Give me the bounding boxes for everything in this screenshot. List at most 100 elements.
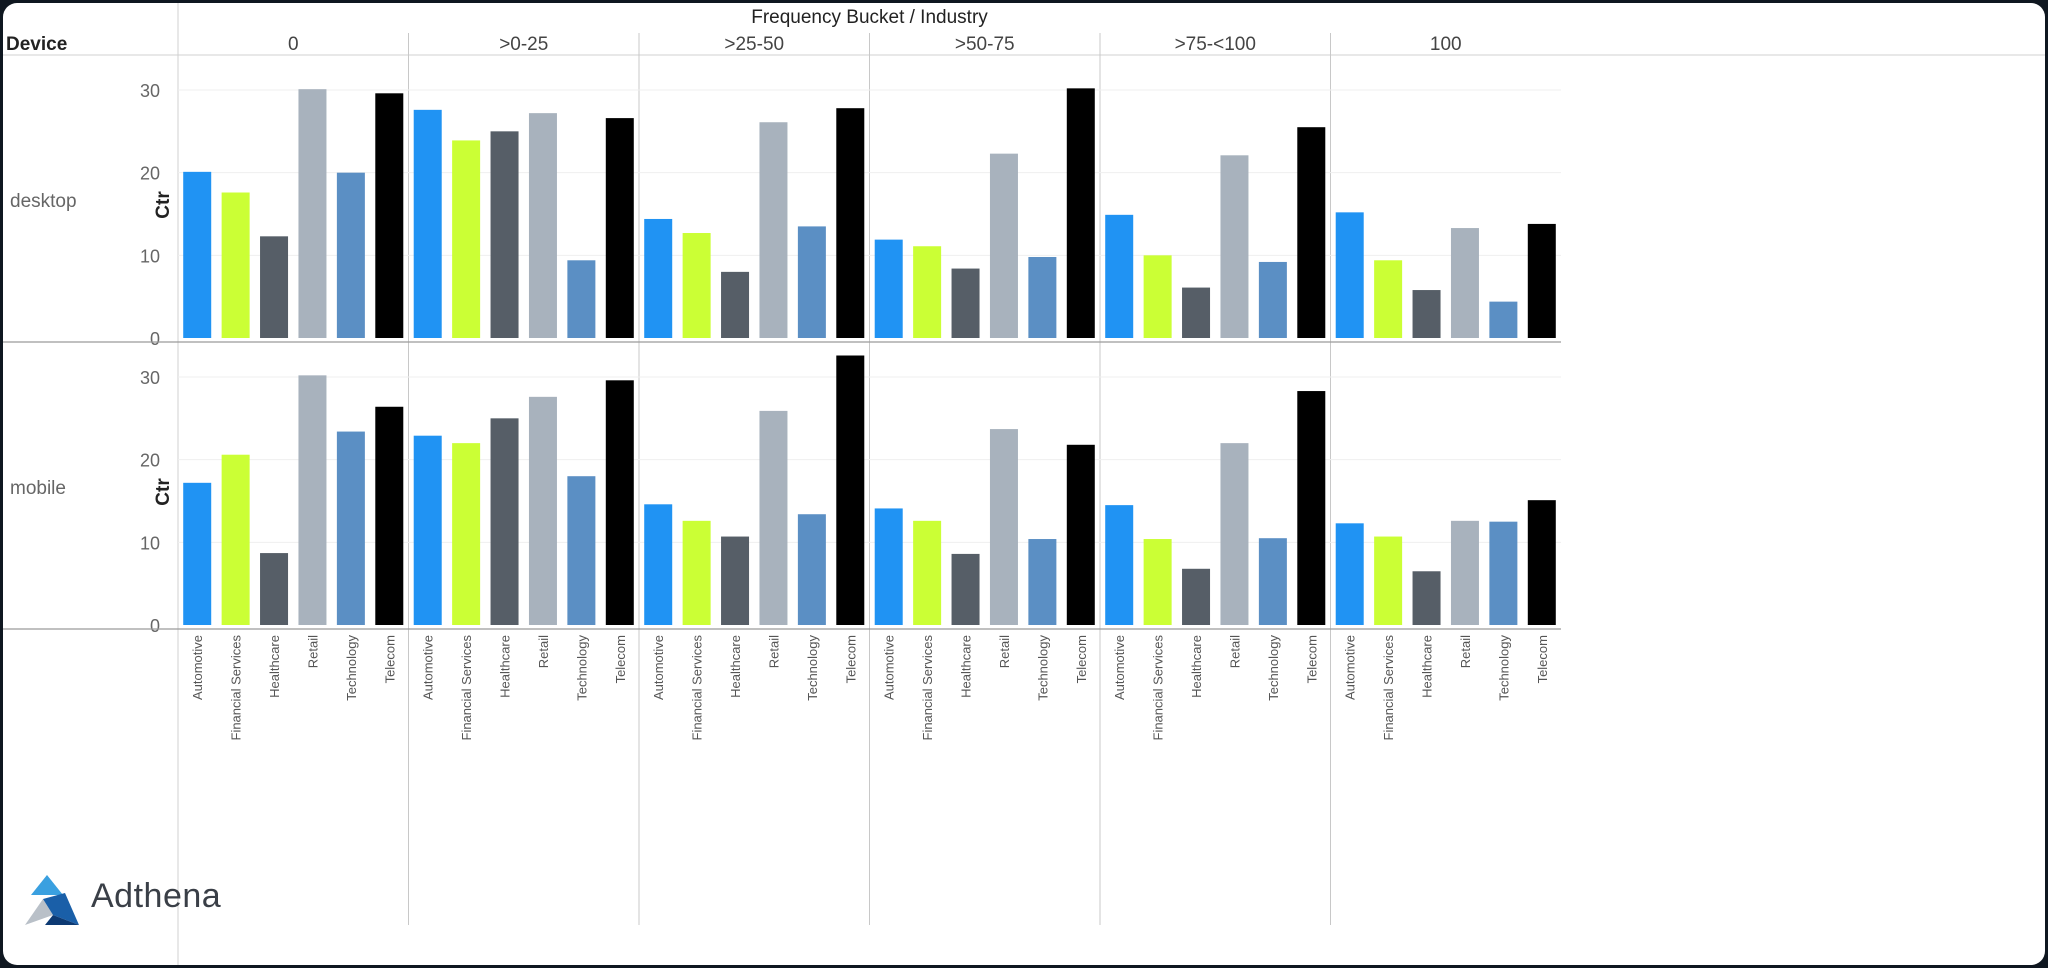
bucket-header-25-50: >25-50 bbox=[724, 34, 784, 55]
y-tick-label: 20 bbox=[140, 164, 160, 184]
bar-mobile-50-75-telecom bbox=[1066, 444, 1095, 625]
category-label-50-75-healthcare: Healthcare bbox=[959, 635, 974, 698]
category-label-75-100-technology: Technology bbox=[1266, 635, 1281, 701]
bucket-header-100: 100 bbox=[1430, 34, 1462, 55]
bar-mobile-0-financial-services bbox=[221, 454, 250, 625]
category-label-75-100-telecom: Telecom bbox=[1304, 635, 1319, 683]
category-label-75-100-healthcare: Healthcare bbox=[1189, 635, 1204, 698]
bar-mobile-50-75-healthcare bbox=[951, 553, 980, 625]
bar-mobile-100-technology bbox=[1489, 521, 1518, 625]
bar-desktop-25-50-technology bbox=[797, 226, 826, 338]
category-label-100-healthcare: Healthcare bbox=[1420, 635, 1435, 698]
bar-desktop-50-75-technology bbox=[1028, 256, 1057, 338]
category-label-100-retail: Retail bbox=[1458, 635, 1473, 668]
bar-mobile-25-50-healthcare bbox=[721, 536, 750, 625]
bar-mobile-100-automotive bbox=[1335, 523, 1364, 625]
bar-mobile-0-25-financial-services bbox=[452, 443, 481, 625]
brand-logo: Adthena bbox=[23, 871, 223, 931]
bucket-header-0: 0 bbox=[288, 34, 299, 55]
category-label-100-telecom: Telecom bbox=[1535, 635, 1550, 683]
bucket-header-50-75: >50-75 bbox=[955, 34, 1015, 55]
bar-desktop-100-technology bbox=[1489, 301, 1518, 338]
bar-mobile-25-50-financial-services bbox=[682, 520, 711, 625]
category-label-0-technology: Technology bbox=[344, 635, 359, 701]
bar-mobile-0-25-automotive bbox=[413, 435, 442, 625]
column-header-title: Frequency Bucket / Industry bbox=[751, 7, 988, 28]
category-label-0-telecom: Telecom bbox=[382, 635, 397, 683]
bar-chart-grid: Frequency Bucket / Industry Device 0 >0-25 >… bbox=[3, 3, 2045, 965]
row-header-title: Device bbox=[6, 34, 67, 55]
y-tick-label: 10 bbox=[140, 533, 160, 553]
category-label-25-50-telecom: Telecom bbox=[843, 635, 858, 683]
category-label-50-75-telecom: Telecom bbox=[1074, 635, 1089, 683]
category-label-0-25-automotive: Automotive bbox=[421, 635, 436, 700]
y-tick-label: 10 bbox=[140, 246, 160, 266]
category-label-25-50-technology: Technology bbox=[805, 635, 820, 701]
bar-desktop-0-retail bbox=[298, 89, 327, 338]
category-label-0-25-healthcare: Healthcare bbox=[498, 635, 513, 698]
category-label-0-retail: Retail bbox=[305, 635, 320, 668]
bar-desktop-75-100-telecom bbox=[1297, 127, 1326, 338]
bar-desktop-0-25-healthcare bbox=[490, 131, 519, 338]
bar-mobile-25-50-telecom bbox=[836, 355, 865, 625]
category-label-0-automotive: Automotive bbox=[190, 635, 205, 700]
bar-desktop-100-healthcare bbox=[1412, 290, 1441, 338]
bar-desktop-25-50-financial-services bbox=[682, 233, 711, 338]
bar-desktop-0-telecom bbox=[375, 93, 404, 338]
logo-text: Adthena bbox=[91, 877, 222, 915]
bar-mobile-50-75-automotive bbox=[874, 508, 903, 625]
bar-desktop-0-25-telecom bbox=[605, 118, 634, 339]
category-label-50-75-automotive: Automotive bbox=[882, 635, 897, 700]
y-axis-label: Ctr bbox=[153, 191, 174, 219]
bar-mobile-100-telecom bbox=[1527, 500, 1556, 625]
bar-mobile-50-75-technology bbox=[1028, 539, 1057, 625]
category-label-25-50-healthcare: Healthcare bbox=[728, 635, 743, 698]
bar-desktop-0-25-automotive bbox=[413, 109, 442, 338]
bar-desktop-75-100-automotive bbox=[1105, 214, 1134, 338]
y-axis-label: Ctr bbox=[153, 478, 174, 506]
bar-mobile-50-75-retail bbox=[989, 429, 1018, 625]
bar-desktop-100-financial-services bbox=[1374, 260, 1403, 338]
category-label-75-100-automotive: Automotive bbox=[1112, 635, 1127, 700]
y-tick-label: 30 bbox=[140, 81, 160, 101]
bar-desktop-50-75-retail bbox=[989, 153, 1018, 338]
bar-mobile-100-financial-services bbox=[1374, 536, 1403, 625]
bar-mobile-0-technology bbox=[336, 431, 365, 625]
bucket-header-75-100: >75-<100 bbox=[1175, 34, 1256, 55]
bar-mobile-75-100-retail bbox=[1220, 443, 1249, 625]
category-label-50-75-technology: Technology bbox=[1035, 635, 1050, 701]
bar-mobile-0-25-healthcare bbox=[490, 418, 519, 625]
bar-mobile-75-100-healthcare bbox=[1182, 568, 1211, 625]
category-label-0-25-telecom: Telecom bbox=[613, 635, 628, 683]
bar-mobile-100-healthcare bbox=[1412, 571, 1441, 625]
bar-mobile-50-75-financial-services bbox=[913, 520, 942, 625]
bar-desktop-100-automotive bbox=[1335, 212, 1364, 338]
bar-mobile-25-50-retail bbox=[759, 410, 788, 625]
category-label-75-100-financial-services: Financial Services bbox=[1151, 635, 1166, 741]
bar-desktop-100-retail bbox=[1450, 228, 1479, 338]
category-label-0-financial-services: Financial Services bbox=[229, 635, 244, 741]
bar-mobile-75-100-financial-services bbox=[1143, 539, 1172, 625]
bar-mobile-0-retail bbox=[298, 375, 327, 625]
category-label-100-financial-services: Financial Services bbox=[1381, 635, 1396, 741]
bar-desktop-25-50-retail bbox=[759, 122, 788, 339]
category-label-0-25-retail: Retail bbox=[536, 635, 551, 668]
bar-desktop-0-automotive bbox=[183, 171, 212, 338]
bar-desktop-75-100-retail bbox=[1220, 155, 1249, 338]
y-tick-label: 30 bbox=[140, 368, 160, 388]
bar-mobile-100-retail bbox=[1450, 520, 1479, 625]
category-label-100-automotive: Automotive bbox=[1343, 635, 1358, 700]
bar-mobile-0-25-telecom bbox=[605, 380, 634, 625]
bar-desktop-50-75-financial-services bbox=[913, 246, 942, 338]
bar-mobile-0-telecom bbox=[375, 406, 404, 625]
bar-mobile-25-50-automotive bbox=[644, 504, 673, 625]
bar-mobile-75-100-technology bbox=[1258, 538, 1287, 625]
y-tick-label: 0 bbox=[150, 329, 160, 349]
category-label-25-50-financial-services: Financial Services bbox=[690, 635, 705, 741]
bar-desktop-75-100-technology bbox=[1258, 261, 1287, 338]
category-label-25-50-automotive: Automotive bbox=[651, 635, 666, 700]
category-label-0-25-technology: Technology bbox=[574, 635, 589, 701]
category-label-50-75-retail: Retail bbox=[997, 635, 1012, 668]
bar-desktop-25-50-automotive bbox=[644, 218, 673, 338]
row-label-desktop: desktop bbox=[10, 191, 77, 212]
